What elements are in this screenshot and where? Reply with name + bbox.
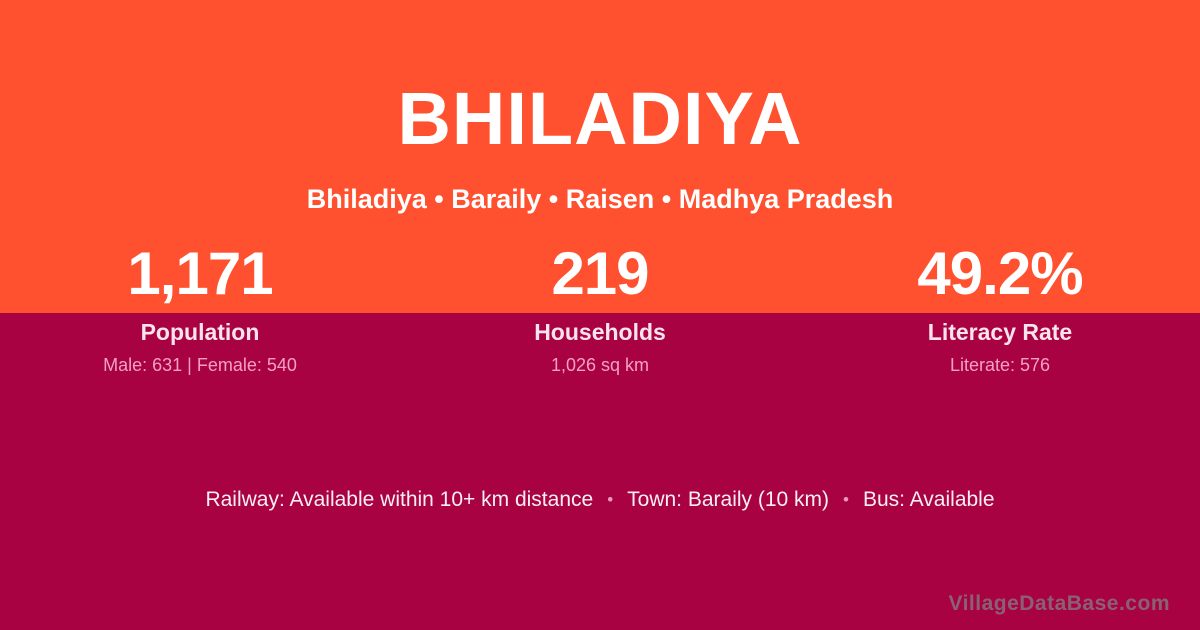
literacy-detail: Literate: 576 [949, 355, 1051, 375]
stat-literacy: 49.2% Literacy Rate Literate: 576 [800, 240, 1200, 376]
stat-households: 219 Households 1,026 sq km [400, 240, 800, 376]
population-label: Population [140, 319, 260, 345]
transport-info: Railway: Available within 10+ km distanc… [0, 487, 1200, 513]
population-value: 1,171 [127, 240, 273, 307]
watermark: VillageDataBase.com [948, 592, 1170, 615]
stats-row: 1,171 Population Male: 631 | Female: 540… [0, 240, 1200, 376]
households-value: 219 [551, 240, 649, 307]
population-detail: Male: 631 | Female: 540 [103, 355, 297, 375]
literacy-value: 49.2% [917, 240, 1083, 307]
header-band [0, 0, 1200, 313]
households-label: Households [534, 319, 666, 345]
town-info: Town: Baraily (10 km) [627, 488, 830, 511]
stat-population: 1,171 Population Male: 631 | Female: 540 [0, 240, 400, 376]
breadcrumb: Bhiladiya • Baraily • Raisen • Madhya Pr… [306, 184, 894, 214]
bullet-separator: • [607, 490, 614, 509]
households-detail: 1,026 sq km [550, 355, 650, 375]
bus-info: Bus: Available [862, 488, 995, 511]
page-title: BHILADIYA [397, 77, 803, 160]
bullet-separator: • [843, 490, 849, 509]
railway-info: Railway: Available within 10+ km distanc… [205, 488, 594, 511]
literacy-label: Literacy Rate [927, 319, 1073, 345]
